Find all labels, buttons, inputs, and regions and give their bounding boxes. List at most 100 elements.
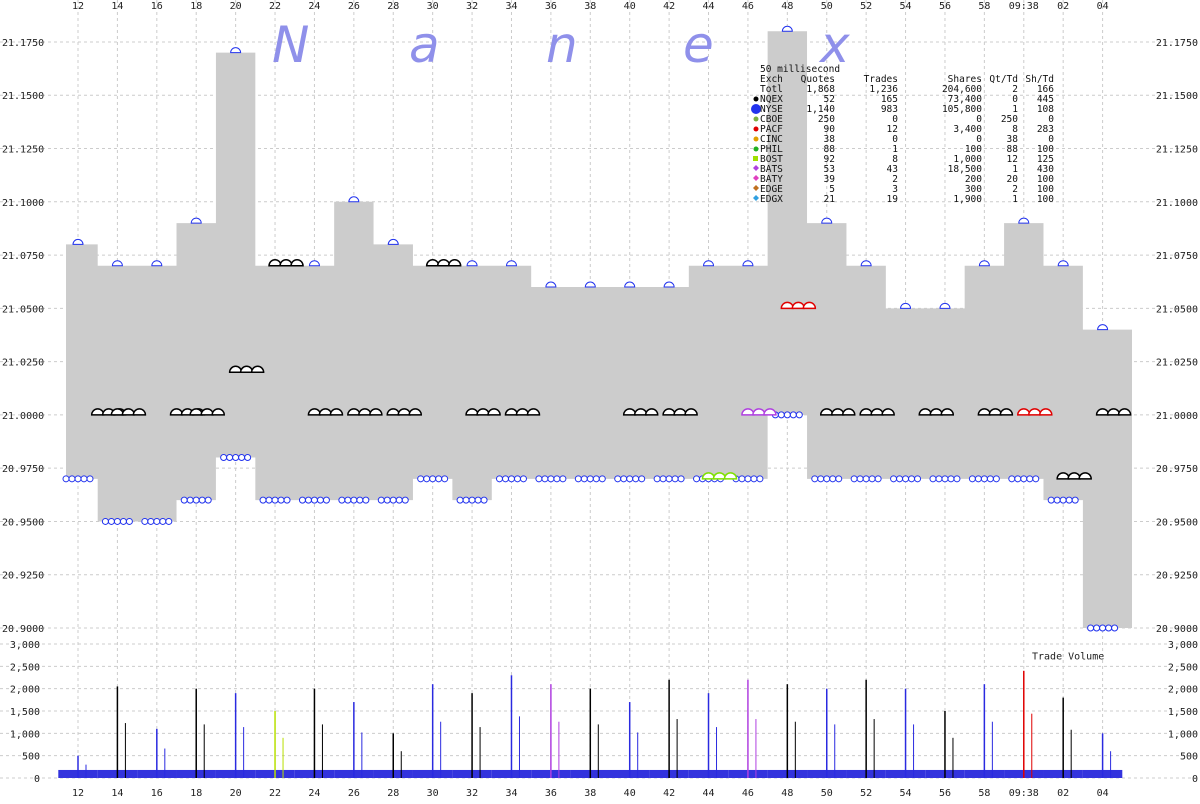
- legend-cell: 105,800: [942, 104, 982, 115]
- trade-point: [487, 408, 501, 416]
- bid-quote-point: [783, 411, 791, 419]
- ask-quote-point: [230, 47, 242, 54]
- x-tick-label-bottom: 32: [466, 788, 478, 799]
- legend-cell: 250: [1001, 114, 1018, 125]
- x-tick-label-top: 48: [781, 1, 793, 12]
- legend-cell: CINC: [760, 134, 783, 145]
- x-tick-label-top: 52: [860, 1, 872, 12]
- x-tick-label-top: 56: [939, 1, 951, 12]
- bid-quote-point: [659, 475, 667, 483]
- y-tick-label-right: 20.9000: [1156, 624, 1198, 635]
- ask-quote-point: [663, 281, 675, 288]
- y-tick-label-right: 21.0250: [1156, 358, 1198, 369]
- trade-point: [870, 408, 884, 416]
- legend-marker: [753, 116, 759, 122]
- trade-point: [859, 408, 873, 416]
- bid-quote-point: [62, 475, 70, 483]
- legend-cell: 20: [1007, 174, 1019, 185]
- ask-quote-point: [111, 260, 123, 267]
- x-tick-label-bottom: 04: [1097, 788, 1109, 799]
- x-tick-label-bottom: 58: [978, 788, 990, 799]
- trade-point: [318, 408, 333, 416]
- bid-quote-point: [795, 411, 803, 419]
- legend-cell: 2: [892, 174, 898, 185]
- volume-panel: Trade Volume: [58, 652, 1123, 778]
- bid-quote-point: [1071, 496, 1079, 504]
- volume-title: Trade Volume: [1032, 652, 1104, 663]
- legend-cell: 2: [1012, 184, 1018, 195]
- bid-quote-point: [283, 496, 291, 504]
- x-tick-label-top: 04: [1097, 1, 1109, 12]
- trade-point: [408, 408, 423, 416]
- bid-quote-point: [495, 475, 503, 483]
- trade-point: [673, 408, 687, 416]
- bid-quote-point: [356, 496, 364, 504]
- bid-quote-point: [322, 496, 330, 504]
- y-tick-label-left: 20.9500: [2, 517, 44, 528]
- x-tick-label-top: 22: [269, 1, 281, 12]
- x-tick-label-top: 50: [821, 1, 833, 12]
- x-tick-label-bottom: 02: [1057, 788, 1069, 799]
- bid-quote-point: [192, 496, 200, 504]
- x-tick-label-bottom: 42: [663, 788, 675, 799]
- x-tick-label-top: 02: [1057, 1, 1069, 12]
- bid-quote-point: [198, 496, 206, 504]
- trade-point: [1039, 408, 1053, 416]
- x-tick-label-top: 20: [230, 1, 242, 12]
- bid-quote-point: [856, 475, 864, 483]
- trade-point: [802, 301, 817, 310]
- legend-cell: 430: [1037, 164, 1054, 175]
- volume-tick-label-left: 500: [22, 752, 40, 763]
- bid-quote-point: [271, 496, 279, 504]
- bid-quote-point: [756, 475, 764, 483]
- x-tick-label-bottom: 56: [939, 788, 951, 799]
- bid-quote-point: [1020, 475, 1028, 483]
- bid-quote-point: [113, 517, 121, 525]
- trade-point: [791, 301, 806, 310]
- bid-quote-point: [614, 475, 622, 483]
- x-tick-label-top: 38: [584, 1, 596, 12]
- trade-point: [881, 408, 895, 416]
- legend-cell: BOST: [760, 154, 783, 165]
- legend-cell: 73,400: [948, 94, 983, 105]
- trade-point: [819, 408, 834, 416]
- legend-cell: 88: [824, 144, 836, 155]
- legend-cell: 8: [1012, 124, 1018, 135]
- legend-cell: 0: [892, 134, 898, 145]
- trade-point: [169, 408, 184, 416]
- trade-point: [662, 408, 676, 416]
- legend-cell: 125: [1037, 154, 1054, 165]
- trade-point: [239, 365, 254, 374]
- bid-quote-point: [86, 475, 94, 483]
- bid-quote-point: [626, 475, 634, 483]
- ask-quote-point: [978, 260, 990, 267]
- bid-quote-point: [119, 517, 127, 525]
- bid-quote-point: [507, 475, 515, 483]
- bid-quote-point: [902, 475, 910, 483]
- bid-quote-point: [653, 475, 661, 483]
- price-panel: [62, 25, 1132, 632]
- bid-quote-point: [74, 475, 82, 483]
- trade-point: [447, 258, 462, 267]
- x-tick-label-bottom: 12: [72, 788, 84, 799]
- volume-tick-label-right: 2,500: [1168, 662, 1198, 673]
- legend-caption: 50 millisecond: [760, 64, 840, 75]
- bid-quote-point: [204, 496, 212, 504]
- x-tick-label-bottom: 52: [860, 788, 872, 799]
- x-tick-label-top: 32: [466, 1, 478, 12]
- bid-quote-point: [265, 496, 273, 504]
- trade-point: [504, 408, 519, 416]
- legend-cell: 0: [976, 134, 982, 145]
- bid-quote-point: [580, 475, 588, 483]
- watermark-letter: N: [272, 16, 309, 74]
- trade-point: [250, 365, 265, 374]
- ask-quote-point: [584, 281, 596, 288]
- bid-quote-point: [941, 475, 949, 483]
- y-tick-label-left: 21.1500: [2, 91, 44, 102]
- ask-quote-point: [545, 281, 557, 288]
- y-tick-label-right: 21.1000: [1156, 198, 1198, 209]
